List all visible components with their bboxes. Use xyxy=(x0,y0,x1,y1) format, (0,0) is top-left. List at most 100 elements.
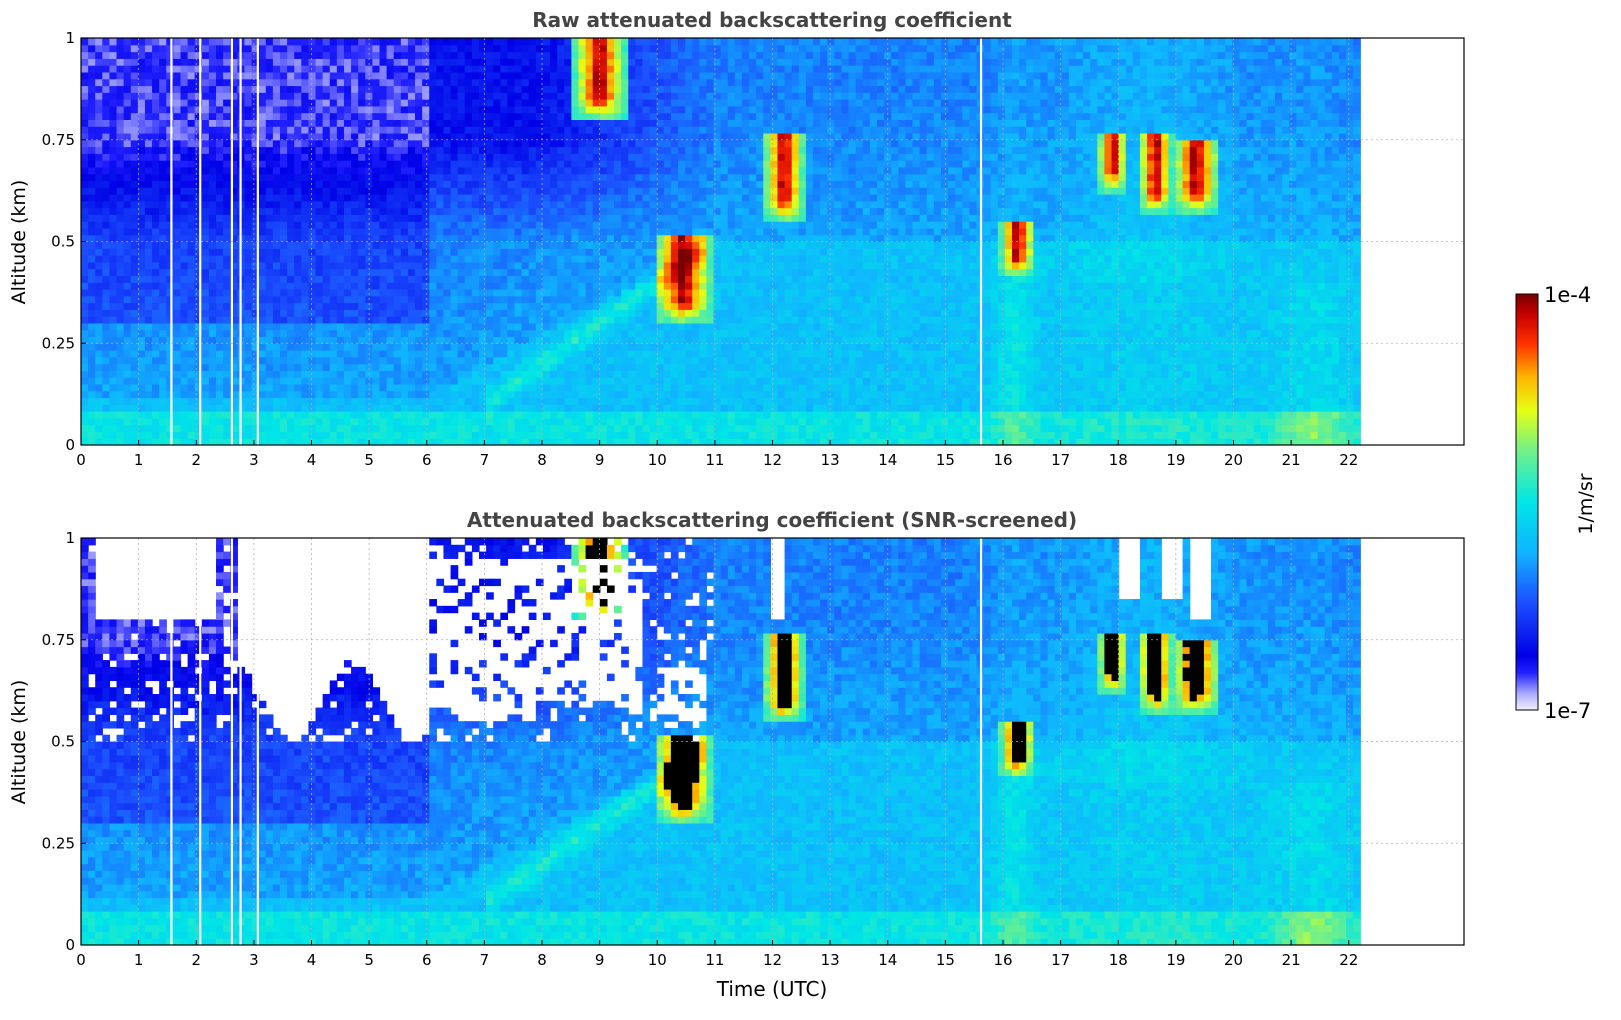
heatmap-cell xyxy=(663,424,672,433)
heatmap-cell xyxy=(329,316,338,324)
heatmap-cell xyxy=(464,322,473,331)
heatmap-cell xyxy=(407,221,416,229)
heatmap-cell xyxy=(599,438,608,445)
heatmap-cell xyxy=(400,132,409,141)
heatmap-cell xyxy=(351,404,359,412)
heatmap-cell xyxy=(521,336,530,344)
heatmap-cell xyxy=(393,92,402,100)
heatmap-cell xyxy=(429,44,437,53)
heatmap-cell xyxy=(599,71,608,80)
heatmap-cell xyxy=(471,44,480,53)
heatmap-cell xyxy=(521,78,530,87)
heatmap-cell xyxy=(535,363,544,371)
heatmap-cell xyxy=(180,85,189,93)
heatmap-cell xyxy=(372,99,381,107)
heatmap-cell xyxy=(159,71,167,80)
heatmap-cell xyxy=(429,166,437,175)
heatmap-cell xyxy=(663,132,672,141)
heatmap-cell xyxy=(521,58,530,66)
heatmap-cell xyxy=(592,336,601,344)
heatmap-cell xyxy=(102,160,111,168)
heatmap-cell xyxy=(507,363,516,371)
heatmap-cell xyxy=(272,363,281,371)
heatmap-cell xyxy=(606,153,615,161)
heatmap-cell xyxy=(343,85,352,93)
heatmap-cell xyxy=(514,221,523,229)
heatmap-cell xyxy=(116,356,125,365)
heatmap-cell xyxy=(564,417,572,426)
heatmap-cell xyxy=(251,248,260,256)
heatmap-cell xyxy=(656,92,665,100)
heatmap-cell xyxy=(521,166,530,175)
heatmap-cell xyxy=(265,390,274,399)
heatmap-cell xyxy=(542,112,551,120)
heatmap-cell xyxy=(351,132,359,141)
heatmap-cell xyxy=(230,417,238,426)
heatmap-cell xyxy=(358,350,366,358)
heatmap-cell xyxy=(415,78,423,87)
heatmap-cell xyxy=(173,146,182,154)
heatmap-cell xyxy=(479,71,487,80)
heatmap-cell xyxy=(422,275,430,283)
heatmap-cell xyxy=(479,248,487,256)
heatmap-cell xyxy=(635,166,644,175)
heatmap-cell xyxy=(464,255,473,263)
heatmap-cell xyxy=(336,261,345,270)
heatmap-cell xyxy=(507,241,516,249)
heatmap-cell xyxy=(308,255,317,263)
heatmap-cell xyxy=(621,282,629,290)
heatmap-cell xyxy=(329,58,338,66)
heatmap-cell xyxy=(336,65,345,73)
heatmap-cell xyxy=(230,363,238,371)
heatmap-cell xyxy=(137,248,146,256)
heatmap-cell xyxy=(422,404,430,412)
heatmap-cell xyxy=(365,146,373,154)
heatmap-cell xyxy=(130,350,139,358)
heatmap-cell xyxy=(315,431,324,439)
heatmap-cell xyxy=(422,288,430,297)
heatmap-cell xyxy=(95,173,103,182)
heatmap-cell xyxy=(358,173,366,182)
heatmap-cell xyxy=(507,404,516,412)
heatmap-cell xyxy=(152,336,160,344)
heatmap-cell xyxy=(393,173,402,182)
heatmap-cell xyxy=(123,51,132,59)
heatmap-cell xyxy=(343,370,352,378)
heatmap-cell xyxy=(386,207,395,215)
heatmap-cell xyxy=(642,112,651,120)
heatmap-cell xyxy=(88,350,96,358)
heatmap-cell xyxy=(407,411,416,419)
heatmap-cell xyxy=(436,322,445,331)
heatmap-cell xyxy=(457,234,466,243)
heatmap-cell xyxy=(621,112,629,120)
heatmap-cell xyxy=(265,404,274,412)
heatmap-cell xyxy=(251,99,260,107)
heatmap-cell xyxy=(486,200,494,209)
heatmap-cell xyxy=(621,132,629,141)
heatmap-cell xyxy=(173,160,182,168)
heatmap-cell xyxy=(621,71,629,80)
heatmap-cell xyxy=(649,132,658,141)
heatmap-cell xyxy=(173,227,182,236)
heatmap-cell xyxy=(194,316,203,324)
heatmap-cell xyxy=(123,194,132,202)
heatmap-cell xyxy=(251,38,260,46)
heatmap-cell xyxy=(230,65,238,73)
heatmap-cell xyxy=(422,85,430,93)
heatmap-cell xyxy=(599,180,608,188)
heatmap-cell xyxy=(187,221,196,229)
heatmap-cell xyxy=(187,71,196,80)
heatmap-cell xyxy=(265,383,274,392)
heatmap-cell xyxy=(550,85,558,93)
heatmap-cell xyxy=(535,424,544,433)
heatmap-cell xyxy=(180,302,189,310)
heatmap-cell xyxy=(280,146,288,154)
heatmap-cell xyxy=(251,241,260,249)
heatmap-cell xyxy=(251,71,260,80)
heatmap-cell xyxy=(294,350,302,358)
heatmap-cell xyxy=(329,173,338,182)
heatmap-cell xyxy=(564,119,572,127)
heatmap-cell xyxy=(351,241,359,249)
heatmap-cell xyxy=(159,356,167,365)
heatmap-cell xyxy=(166,166,174,175)
